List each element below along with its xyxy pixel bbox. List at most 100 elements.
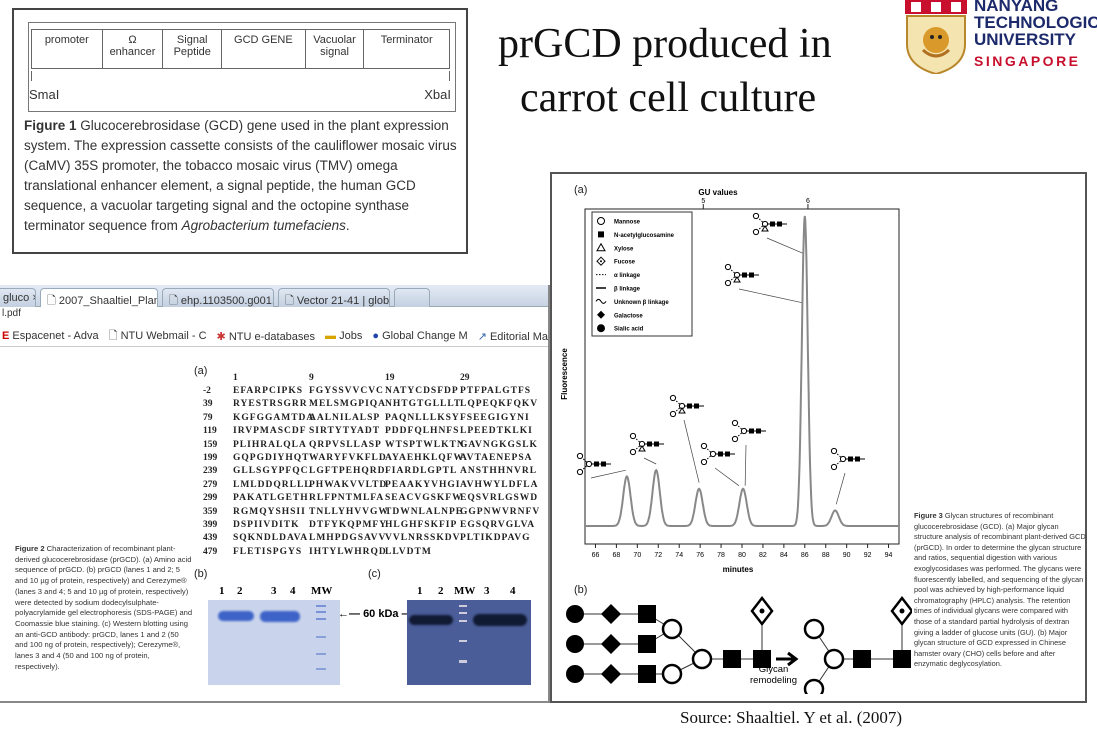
residue-block: PDDFQLHNFS <box>385 426 460 437</box>
residue-block: GGPNWVRNFV <box>460 506 541 517</box>
browser-tab-gluco[interactable]: gluco × <box>0 288 36 307</box>
x-axis-label: minutes <box>723 565 754 574</box>
cassette-promoter: promoter <box>32 30 103 68</box>
address-bar[interactable]: l.pdf <box>2 308 21 319</box>
bookmark-label: Editorial Manage <box>489 330 548 343</box>
browser-tab-bar: gluco × 🗋 2007_Shaaltiel_Plant × 🗋 ehp.1… <box>0 285 548 307</box>
lane-label: 2 <box>438 585 444 597</box>
lane-label: 3 <box>484 585 490 597</box>
caption-end: . <box>345 218 350 233</box>
legend-label: β linkage <box>614 287 641 293</box>
ntu-wordmark: NANYANG TECHNOLOGICAL UNIVERSITY SINGAPO… <box>974 0 1097 70</box>
residue-block: QRPVSLLASP <box>309 439 382 450</box>
residue-number: 479 <box>203 546 218 557</box>
figure-3-panel: (a) GU values Fluorescence minutes 66 68 7… <box>550 172 1087 703</box>
lane-label: MW <box>311 585 333 597</box>
legend-item-open-circle: Mannose <box>597 217 641 226</box>
source-citation: Source: Shaaltiel. Y et al. (2007) <box>680 708 903 727</box>
residue-block: TNLLYHVVGW <box>309 506 389 517</box>
caption-label: Figure 3 <box>914 511 943 520</box>
residue-block: MELSMGPIQA <box>309 399 387 410</box>
bookmark-label: Jobs <box>339 330 363 342</box>
x-tick-label: 74 <box>675 552 683 559</box>
residue-block: TDWNLALNPE <box>385 506 464 517</box>
x-tick-label: 72 <box>654 552 662 559</box>
legend-label: Galactose <box>614 313 643 319</box>
xbai-tick <box>449 71 450 81</box>
lane-label: 3 <box>271 585 277 597</box>
residue-block: GAVNGKGSLK <box>460 439 538 450</box>
tab-label: ehp.1103500.g001.p <box>180 295 274 307</box>
residue-block: RGMQYSHSII <box>233 506 306 517</box>
new-tab-button[interactable] <box>394 288 430 307</box>
bookmark-jobs[interactable]: ▬ Jobs <box>325 330 362 342</box>
legend-label: Sialic acid <box>614 327 644 333</box>
x-tick-label: 68 <box>613 552 621 559</box>
bookmark-ntu-edatabases[interactable]: ✱ NTU e-databases <box>217 330 316 343</box>
pointer-arrow <box>714 467 740 486</box>
ntu-icon: ✱ <box>216 330 226 343</box>
caption-text: Characterization of recombinant plant-de… <box>15 544 193 671</box>
legend-item-open-triangle: Xylose <box>596 242 634 252</box>
residue-number: -2 <box>203 386 211 396</box>
residue-block: LMHPDGSAVV <box>309 533 387 544</box>
legend-label: Mannose <box>614 220 641 226</box>
logo-country: SINGAPORE <box>974 53 1081 69</box>
browser-tab-vector[interactable]: 🗋 Vector 21-41 | glob × <box>278 288 390 307</box>
pointer-arrow <box>766 237 803 254</box>
arrow-right-icon <box>776 651 799 667</box>
fig3-panel-a-label: (a) <box>574 184 588 196</box>
legend-label: Unknown β linkage <box>614 300 669 306</box>
x-tick-label: 84 <box>780 552 788 559</box>
bookmark-global-change[interactable]: ● Global Change M <box>372 330 467 342</box>
legend-label: α linkage <box>614 273 641 279</box>
glycan-structure <box>830 447 865 505</box>
residue-block: RLFPNTMLFA <box>309 493 385 504</box>
bookmark-espacenet[interactable]: E Espacenet - Adva <box>2 330 99 342</box>
residue-block: PLTIKDPAVG <box>460 533 531 544</box>
residue-block: FLETISPGYS <box>233 546 303 557</box>
pointer-arrow <box>738 288 803 304</box>
chromatogram-trace <box>585 215 899 527</box>
cassette-terminator: Terminator <box>380 34 433 46</box>
glycan-remodeling-label: Glycan remodeling <box>750 664 797 686</box>
seq-header-1: 1 <box>233 373 238 383</box>
pointer-arrow <box>590 469 626 479</box>
browser-tab-shaaltiel[interactable]: 🗋 2007_Shaaltiel_Plant × <box>40 288 158 307</box>
residue-block: EFARPCIPKS <box>233 386 303 396</box>
legend-item-filled-circle: Sialic acid <box>597 324 644 333</box>
legend-item-dotted-diamond: Fucose <box>596 256 636 266</box>
editorial-icon: ↗ <box>477 330 487 343</box>
bookmark-label: Espacenet - Adva <box>12 330 99 342</box>
tab-close-icon[interactable]: × <box>32 292 35 304</box>
bookmark-editorial-manager[interactable]: ↗ Editorial Manage <box>478 330 548 343</box>
browser-tab-ehp[interactable]: 🗋 ehp.1103500.g001.p × <box>162 288 274 307</box>
glycan-structure <box>669 394 704 483</box>
residue-block: GQPGDIYHQT <box>233 453 310 463</box>
legend-item-filled-square: N-acetylglucosamine <box>598 231 675 239</box>
figure-1-caption: Figure 1 Glucocerebrosidase (GCD) gene u… <box>24 116 464 236</box>
page-icon: 🗋 <box>47 295 56 307</box>
tab-label: 2007_Shaaltiel_Plant <box>58 295 158 307</box>
cassette-gcd-gene: GCD GENE <box>222 30 306 68</box>
x-tick-label: 82 <box>759 552 767 559</box>
marker-label: 60 kDa <box>363 608 399 620</box>
residue-number: 439 <box>203 533 218 544</box>
glycan-structure <box>731 419 766 486</box>
lane-label: 4 <box>290 585 296 597</box>
x-tick-label: 80 <box>738 552 746 559</box>
pointer-arrow <box>835 472 846 505</box>
browser-screenshot: gluco × 🗋 2007_Shaaltiel_Plant × 🗋 ehp.1… <box>0 285 550 703</box>
residue-number: 119 <box>203 426 217 437</box>
legend-item-wavy-line: Unknown β linkage <box>595 298 669 306</box>
cassette-enhancer: Ω enhancer <box>103 30 164 68</box>
lane-label: 4 <box>510 585 516 597</box>
fig2-panel-c-label: (c) <box>368 568 381 580</box>
x-tick-label: 94 <box>885 552 893 559</box>
bookmark-ntu-webmail[interactable]: 🗋 NTU Webmail - C <box>109 327 207 346</box>
glycan-structure <box>576 452 626 479</box>
residue-block: RYESTRSGRR <box>233 399 308 410</box>
residue-number: 79 <box>203 412 213 423</box>
caption-italic: Agrobacterium tumefaciens <box>181 218 346 233</box>
residue-block: LLVDTM <box>385 546 432 557</box>
